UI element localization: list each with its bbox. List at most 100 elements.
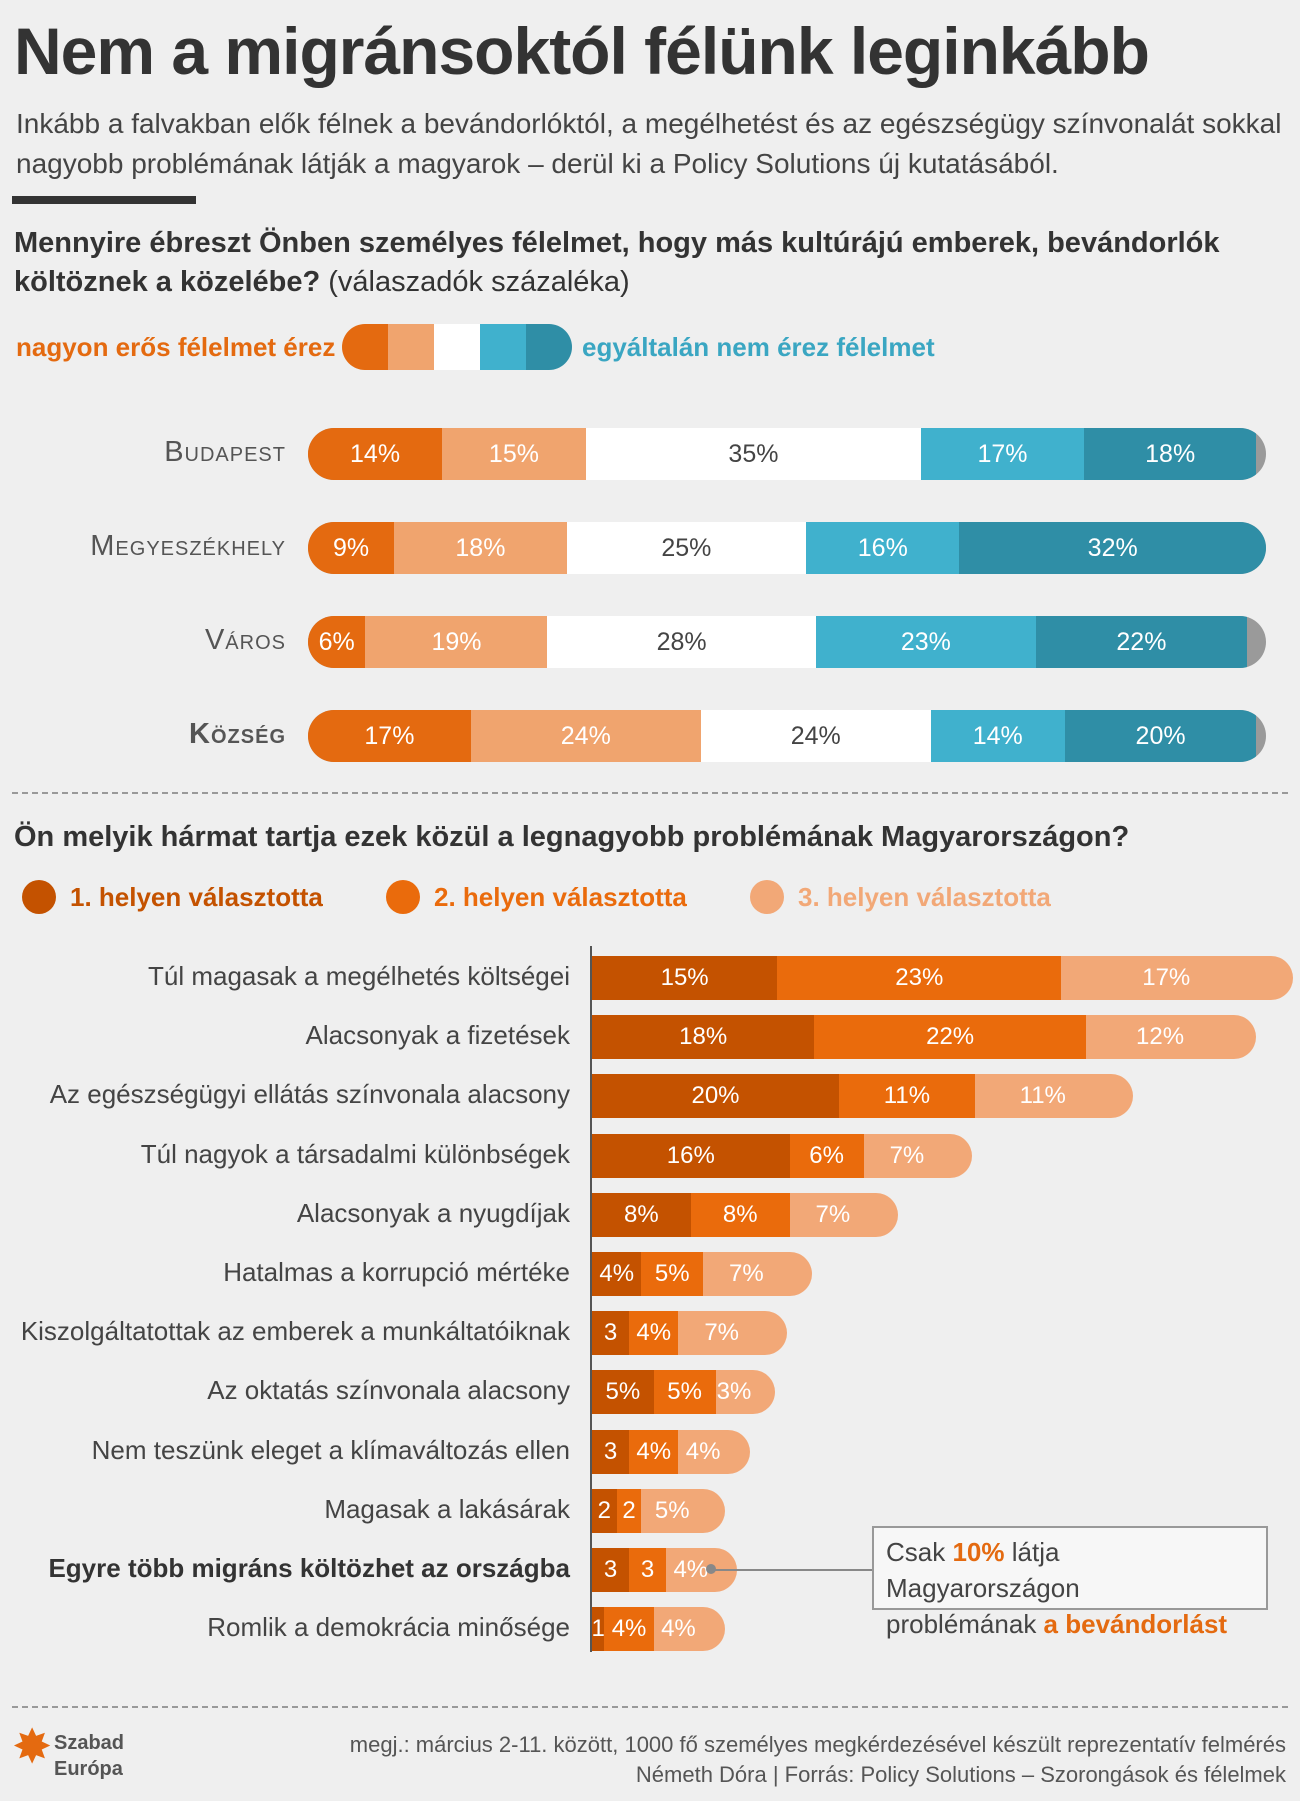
- callout-pre2: problémának: [886, 1609, 1044, 1639]
- fear-bar: 6% 19% 28% 23% 22%: [308, 616, 1266, 668]
- fear-bar-segment: 17%: [921, 428, 1084, 480]
- rank-legend-label: 2. helyen választotta: [434, 882, 687, 912]
- problem-bar-segment: 20%: [592, 1074, 839, 1119]
- legend-swatch-4: [480, 324, 526, 370]
- problem-bar: 2 2 5%: [592, 1488, 726, 1533]
- legend-swatch-2: [388, 324, 434, 370]
- problem-bar-segment: 2: [616, 1488, 642, 1533]
- problem-bar-segment: 3: [629, 1548, 667, 1592]
- fear-bar-segment: 23%: [815, 616, 1037, 668]
- problem-bar-cap: [764, 1311, 787, 1356]
- problem-bar-cap: [727, 1429, 750, 1474]
- problem-bar-segment: 4%: [666, 1548, 716, 1592]
- problem-label: Az egészségügyi ellátás színvonala alacs…: [49, 1079, 570, 1110]
- problem-bar-segment: 5%: [641, 1488, 704, 1533]
- problem-bar-segment: 3: [592, 1311, 630, 1356]
- problem-bar-segment: 7%: [678, 1311, 765, 1356]
- problem-bar: 3 4% 7%: [592, 1311, 787, 1356]
- problem-bar-segment: 3: [592, 1429, 630, 1474]
- problem-label: Az oktatás színvonala alacsony: [207, 1375, 570, 1406]
- problem-row: Túl nagyok a társadalmi különbségek 16% 6%…: [0, 1133, 1300, 1179]
- rank-legend-dot: [386, 880, 420, 914]
- problem-bar-segment: 4%: [678, 1429, 728, 1474]
- problem-label: Alacsonyak a fizetések: [305, 1020, 570, 1051]
- problem-bar: 3 4% 4%: [592, 1429, 750, 1474]
- fear-row: Megyeszékhely 9% 18% 25% 16% 32%: [0, 522, 1300, 574]
- legend-swatch-3: [434, 324, 480, 370]
- problem-bar-cap: [1271, 956, 1294, 1000]
- fear-bar-segment: 28%: [547, 616, 816, 668]
- problem-bar: 4% 5% 7%: [592, 1252, 812, 1296]
- problem-row: Nem teszünk eleget a klímaváltozás ellen…: [0, 1429, 1300, 1475]
- problem-bar-segment: 7%: [789, 1192, 877, 1237]
- problem-bar-segment: 4%: [629, 1311, 679, 1356]
- problem-bar-cap: [876, 1192, 899, 1237]
- fear-bar-segment: 14%: [308, 428, 443, 480]
- problem-bar: 16% 6% 7%: [592, 1133, 973, 1178]
- problem-bar-cap: [1234, 1015, 1257, 1060]
- fear-bar-segment: 18%: [394, 522, 567, 574]
- problem-bar-segment: 7%: [863, 1133, 951, 1178]
- problem-bar-segment: 8%: [690, 1192, 790, 1237]
- problem-bar-segment: 17%: [1061, 956, 1272, 1000]
- rank-legend-dot: [22, 880, 56, 914]
- fear-bar-segment: 24%: [700, 710, 931, 762]
- problem-bar-cap: [950, 1133, 973, 1178]
- problem-row: Hatalmas a korrupció mértéke 4% 5% 7%: [0, 1251, 1300, 1297]
- fear-bar-segment: 19%: [365, 616, 548, 668]
- callout-box: Csak 10% látja Magyarországon problémána…: [872, 1526, 1268, 1639]
- fear-bar-segment: 24%: [470, 710, 701, 762]
- problem-bar-segment: 5%: [592, 1370, 654, 1415]
- problem-bar-segment: 4%: [592, 1252, 642, 1296]
- problem-bar-segment: 7%: [703, 1252, 790, 1296]
- problem-bar-segment: 18%: [592, 1015, 815, 1060]
- fear-bar-segment: 14%: [930, 710, 1065, 762]
- rank-legend-dot: [750, 880, 784, 914]
- problem-label: Kiszolgáltatottak az emberek a munkáltat…: [20, 1316, 570, 1347]
- legend-strong-fear: nagyon erős félelmet érez: [16, 332, 336, 362]
- fear-bar-segment: 9%: [308, 522, 395, 574]
- problem-row: Túl magasak a megélhetés költségei 15% 23%…: [0, 955, 1300, 1001]
- problem-bar-segment: 6%: [789, 1133, 864, 1178]
- problem-bar-segment: 15%: [592, 956, 778, 1000]
- fear-row: Város 6% 19% 28% 23% 22%: [0, 616, 1300, 668]
- callout-pre: Csak: [886, 1537, 953, 1567]
- legend-swatch-1: [342, 324, 388, 370]
- problem-label: Túl nagyok a társadalmi különbségek: [140, 1138, 570, 1169]
- logo-line-2: Európa: [54, 1758, 123, 1780]
- problem-bar: 8% 8% 7%: [592, 1192, 899, 1237]
- fear-bar-segment: 32%: [959, 522, 1266, 574]
- problem-bar-segment: 22%: [814, 1015, 1086, 1060]
- rank-legend-label: 3. helyen választotta: [798, 882, 1051, 912]
- fear-bar-segment: 25%: [566, 522, 807, 574]
- problem-bar: 20% 11% 11%: [592, 1074, 1133, 1119]
- question-1: Mennyire ébreszt Önben személyes félelme…: [14, 224, 1284, 302]
- page-title: Nem a migránsoktól félünk leginkább: [14, 14, 1150, 88]
- problem-bar-segment: 11%: [839, 1074, 975, 1119]
- fear-row: Község 17% 24% 24% 14% 20%: [0, 710, 1300, 762]
- fear-bar: 17% 24% 24% 14% 20%: [308, 710, 1266, 762]
- problem-bar-segment: 16%: [592, 1133, 790, 1178]
- problems-axis: [590, 946, 592, 1652]
- problem-bar-segment: 5%: [641, 1252, 704, 1296]
- problem-row: Az oktatás színvonala alacsony 5% 5% 3%: [0, 1369, 1300, 1415]
- problem-row: Kiszolgáltatottak az emberek a munkáltat…: [0, 1310, 1300, 1356]
- problem-row: Magasak a lakásárak 2 2 5%: [0, 1488, 1300, 1534]
- logo-flame-icon: ✸: [12, 1721, 53, 1774]
- problem-bar-cap: [752, 1370, 775, 1415]
- problem-bar-cap: [703, 1488, 726, 1533]
- callout-connector-dot: [706, 1564, 716, 1574]
- fear-bar-segment: 6%: [308, 616, 366, 668]
- problem-bar-segment: 1: [592, 1607, 605, 1652]
- problem-label: Egyre több migráns költözhet az országba: [48, 1553, 570, 1583]
- problem-bar: 3 3 4%: [592, 1548, 738, 1592]
- callout-connector: [712, 1569, 872, 1571]
- fear-bar: 9% 18% 25% 16% 32%: [308, 522, 1266, 574]
- callout-mid: látja Magyarországon: [886, 1537, 1080, 1603]
- problem-row: Egyre több migráns költözhet az országba…: [0, 1547, 1300, 1593]
- accent-rule: [12, 196, 196, 204]
- problem-row: Romlik a demokrácia minősége 1 4% 4%: [0, 1606, 1300, 1652]
- problem-row: Alacsonyak a fizetések 18% 22% 12%: [0, 1014, 1300, 1060]
- question-1-text: Mennyire ébreszt Önben személyes félelme…: [14, 227, 1220, 298]
- fear-bar-segment: 17%: [308, 710, 471, 762]
